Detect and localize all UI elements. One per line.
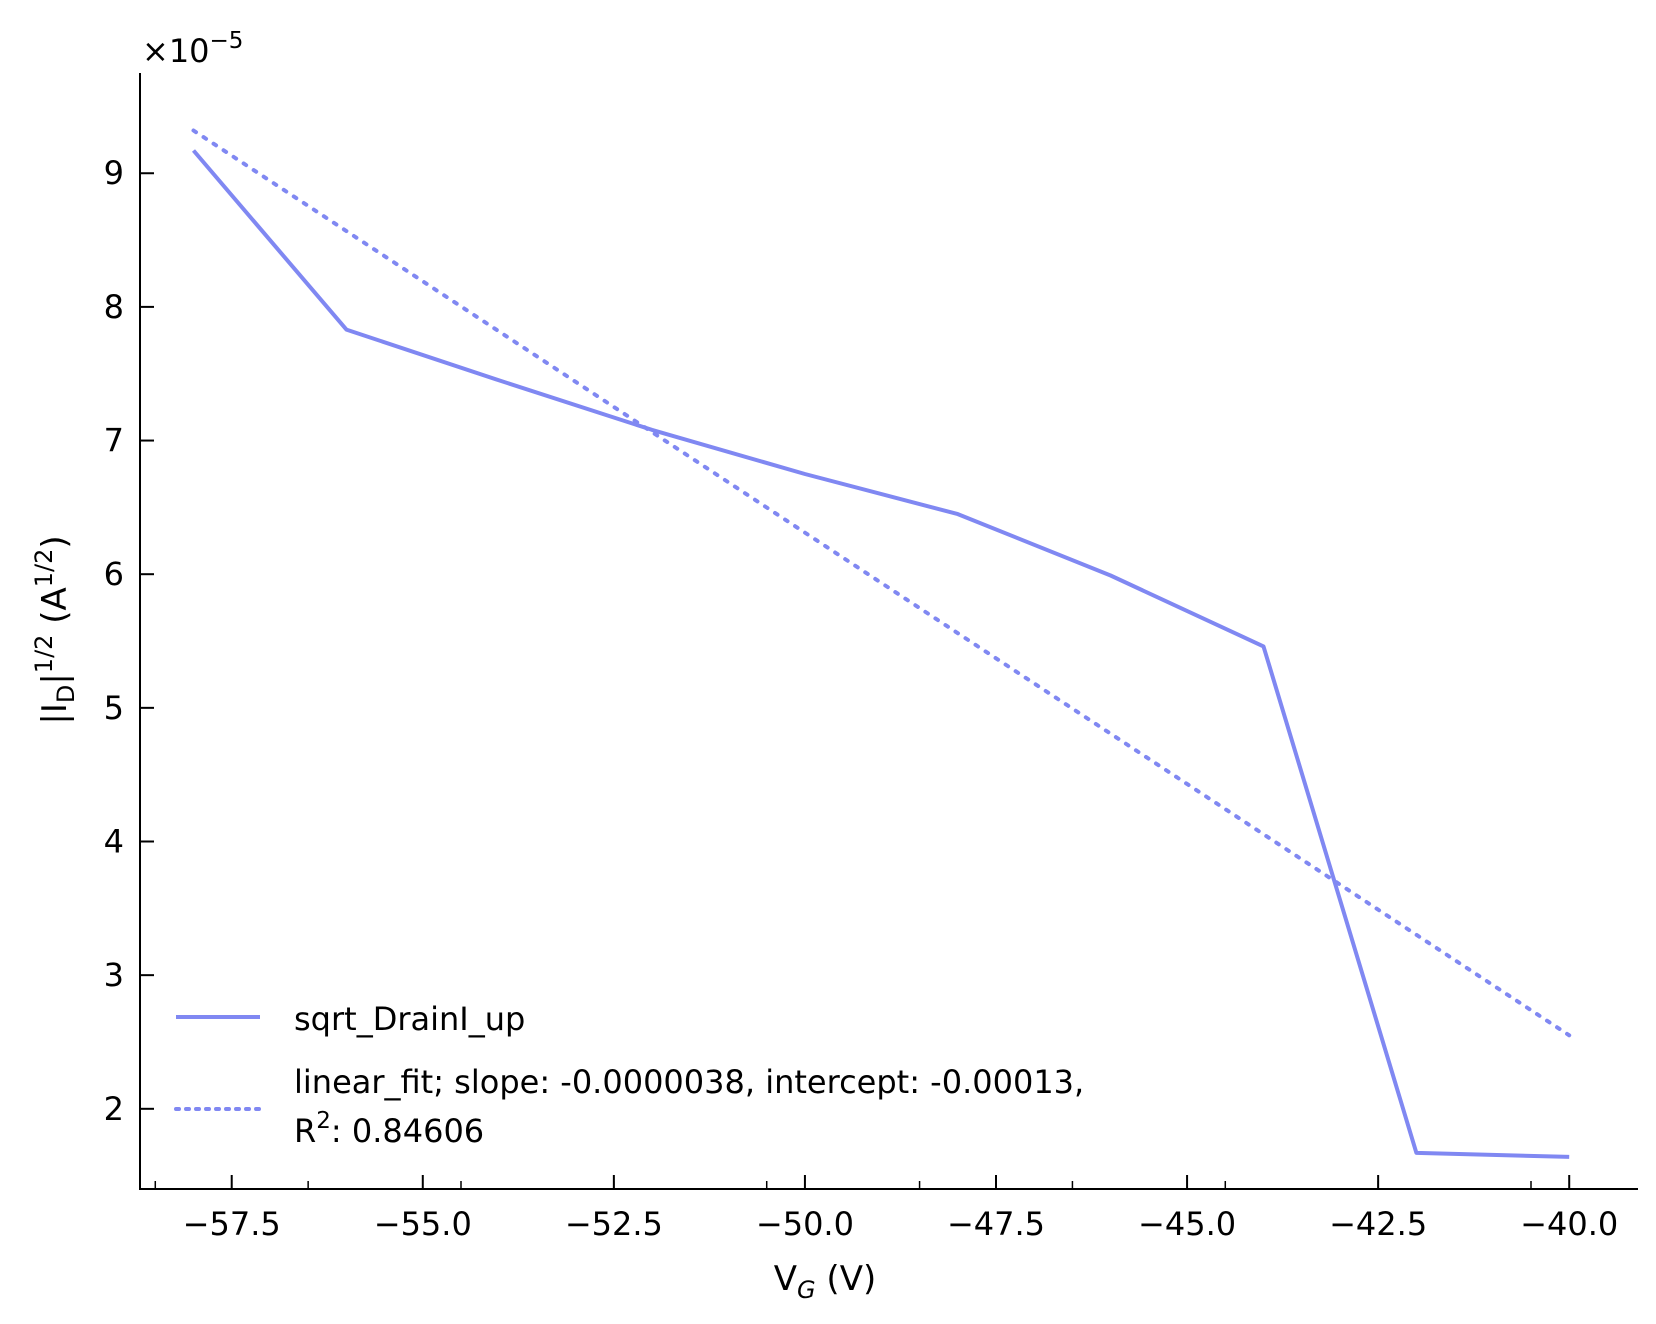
x-tick-label: −40.0 [1520,1205,1618,1243]
legend-label-series-2: linear_fit; slope: -0.0000038, intercept… [294,1063,1084,1101]
y-tick-label: 5 [104,689,124,727]
y-tick-label: 8 [104,288,124,326]
y-axis-title: |ID|1/2 (A1/2) [30,535,80,724]
y-tick-label: 3 [104,956,124,994]
legend-label-series-2-line2: R2: 0.84606 [294,1108,484,1150]
y-tick-label: 7 [104,422,124,460]
x-tick-label: −47.5 [947,1205,1045,1243]
x-tick-label: −55.0 [374,1205,472,1243]
legend-label-series-1: sqrt_DrainI_up [294,1000,525,1038]
x-tick-label: −57.5 [183,1205,281,1243]
legend: sqrt_DrainI_up linear_fit; slope: -0.000… [174,1000,1084,1150]
x-ticks: −57.5 −55.0 −52.5 −50.0 −47.5 −45.0 −42.5 −40.0 [154,1175,1618,1243]
y-tick-label: 4 [104,823,124,861]
y-tick-label: 2 [104,1090,124,1128]
y-tick-label: 6 [104,555,124,593]
series-layer [191,128,1572,1159]
y-ticks: 2 3 4 5 6 7 8 9 [104,154,154,1128]
x-tick-label: −42.5 [1329,1205,1427,1243]
x-axis-title: VG (V) [774,1259,876,1304]
y-axis-multiplier: ×10−5 [142,28,243,70]
series-line-1 [191,149,1570,1159]
x-tick-label: −45.0 [1138,1205,1236,1243]
series-line-2 [191,128,1572,1038]
x-tick-label: −52.5 [565,1205,663,1243]
x-tick-label: −50.0 [756,1205,854,1243]
y-tick-label: 9 [104,154,124,192]
